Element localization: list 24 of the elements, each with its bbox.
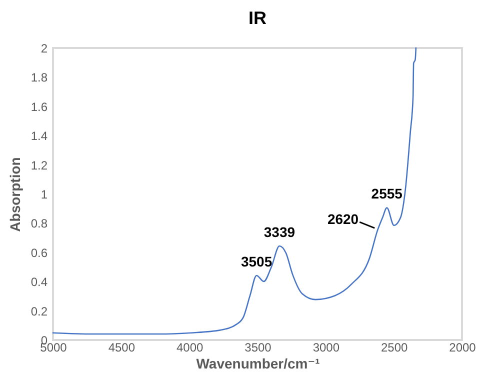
y-tick-label: 1.6 (30, 100, 48, 114)
chart-title: IR (248, 8, 266, 28)
annotation: 2620 (327, 211, 359, 228)
line-series (52, 47, 417, 335)
annotation: 3505 (240, 253, 272, 270)
y-tick-label: 1.2 (30, 158, 48, 172)
y-tick-label: 1.8 (30, 70, 48, 85)
y-tick-label: 1.4 (30, 129, 48, 144)
x-tick-label: 3500 (244, 340, 272, 354)
y-tick-label: 0.8 (30, 216, 48, 231)
x-tick-label: 4000 (176, 340, 204, 354)
y-tick-label: 0.2 (30, 304, 48, 318)
x-tick-label: 2000 (449, 340, 476, 354)
y-axis-title: Absorption (6, 157, 23, 232)
x-tick-label: 2500 (380, 340, 408, 354)
x-axis-title: Wavenumber/cm⁻¹ (196, 356, 320, 372)
x-tick-label: 4500 (108, 340, 136, 354)
y-tick-label: 0.6 (30, 246, 48, 260)
y-tick-label: 0.4 (30, 275, 48, 290)
annotation: 2555 (371, 186, 403, 202)
y-tick-label: 1 (40, 188, 48, 202)
y-tick-label: 2 (40, 42, 48, 56)
annotation: 3339 (264, 224, 296, 240)
x-tick-label: 3000 (312, 340, 340, 354)
